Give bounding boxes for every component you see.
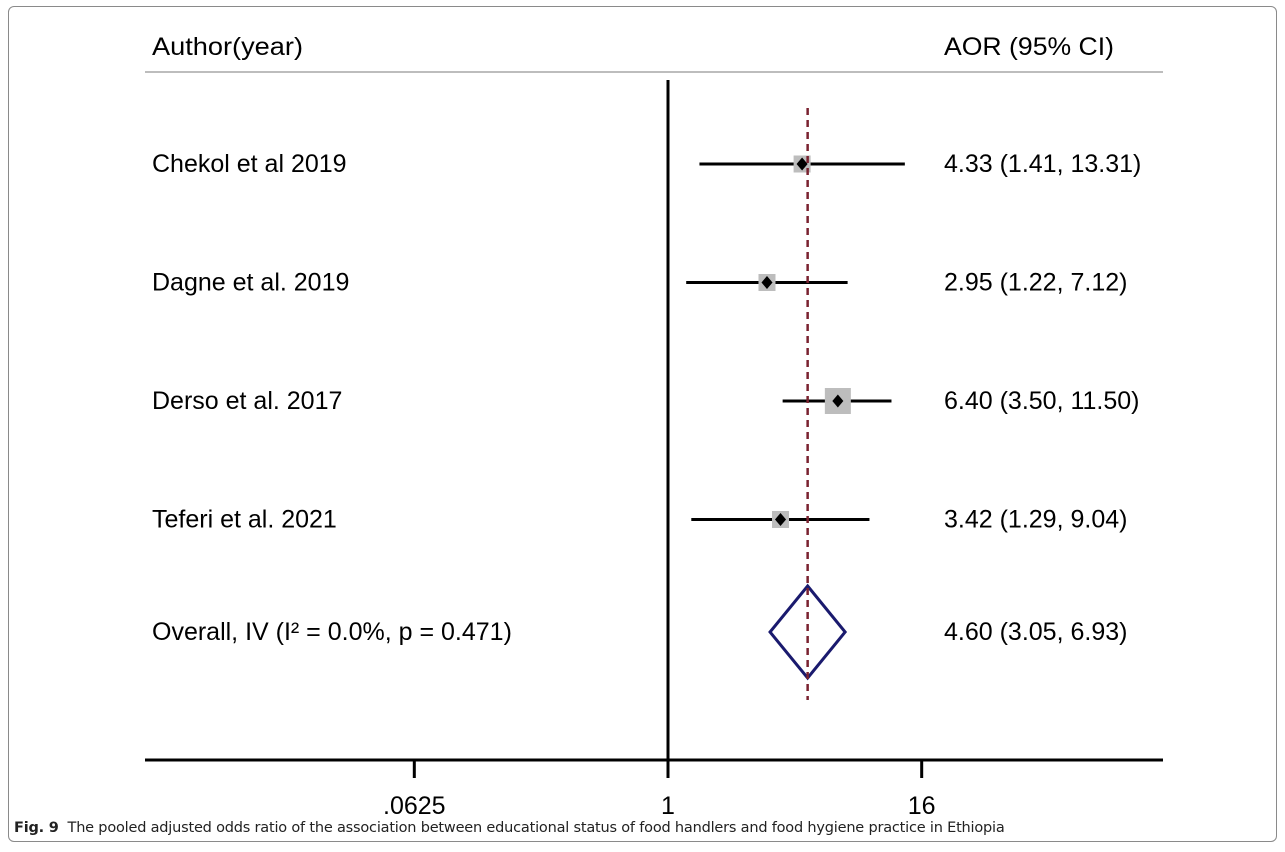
overall-label: Overall, IV (I² = 0.0%, p = 0.471) xyxy=(152,618,512,646)
study-ci-text: 4.33 (1.41, 13.31) xyxy=(944,150,1141,178)
point-estimate xyxy=(832,394,844,408)
figure-frame xyxy=(8,6,1277,842)
point-estimate xyxy=(796,157,808,171)
left-column-header: Author(year) xyxy=(152,33,303,61)
point-estimate xyxy=(774,513,787,526)
study-ci-text: 2.95 (1.22, 7.12) xyxy=(944,269,1127,297)
x-tick-label: 1 xyxy=(661,792,675,820)
study-label: Teferi et al. 2021 xyxy=(152,506,337,534)
study-ci-text: 6.40 (3.50, 11.50) xyxy=(944,387,1140,415)
study-label: Dagne et al. 2019 xyxy=(152,269,349,297)
study-rows: Chekol et al 2019 4.33 (1.41, 13.31) Dagne… xyxy=(152,150,1141,681)
caption-text: The pooled adjusted odds ratio of the as… xyxy=(67,820,1005,836)
figure-caption: Fig. 9 The pooled adjusted odds ratio of… xyxy=(14,820,1005,836)
x-tick-label: 16 xyxy=(908,792,936,820)
overall-ci-text: 4.60 (3.05, 6.93) xyxy=(944,618,1127,646)
point-estimate xyxy=(761,276,773,289)
study-ci-text: 3.42 (1.29, 9.04) xyxy=(944,506,1127,534)
caption-label: Fig. 9 xyxy=(14,820,59,836)
x-axis: .0625 1 16 xyxy=(145,758,1163,820)
study-label: Chekol et al 2019 xyxy=(152,150,347,178)
right-column-header: AOR (95% CI) xyxy=(944,33,1114,61)
study-label: Derso et al. 2017 xyxy=(152,387,342,415)
x-tick-label: .0625 xyxy=(383,792,446,820)
